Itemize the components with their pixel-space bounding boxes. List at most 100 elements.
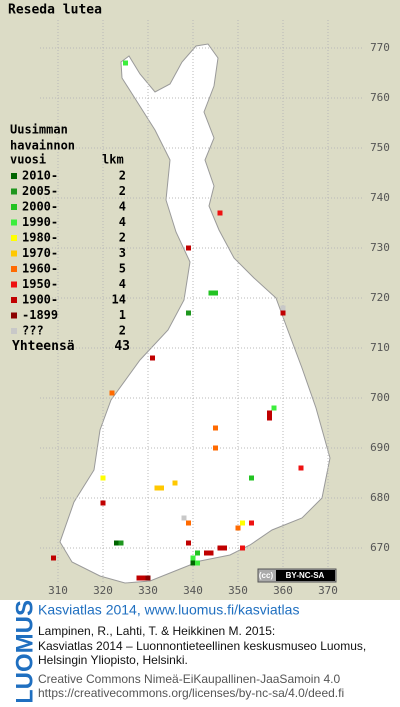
- occurrence-square: [100, 500, 106, 506]
- legend-label: 1990-: [22, 215, 58, 229]
- legend-count: 1: [119, 308, 126, 322]
- occurrence-square: [267, 415, 272, 421]
- occurrence-square: [195, 560, 200, 566]
- y-tick-label: 750: [370, 141, 390, 154]
- occurrence-square: [118, 540, 124, 546]
- occurrence-square: [267, 410, 272, 416]
- x-tick-label: 310: [48, 584, 68, 597]
- legend-swatch: [11, 297, 17, 303]
- legend-swatch: [11, 250, 17, 257]
- citation-line: Lampinen, R., Lahti, T. & Heikkinen M. 2…: [38, 624, 275, 638]
- occurrence-square: [217, 210, 223, 216]
- occurrence-square: [154, 485, 160, 491]
- occurrence-square: [109, 390, 115, 396]
- legend-label: 1970-: [22, 246, 58, 260]
- occurrence-square: [181, 515, 187, 521]
- legend-label: 1980-: [22, 231, 58, 245]
- cc-logo: (cc): [259, 571, 274, 580]
- occurrence-square: [208, 290, 214, 296]
- y-tick-label: 680: [370, 491, 390, 504]
- occurrence-square: [208, 550, 214, 556]
- occurrence-square: [298, 465, 304, 471]
- legend-count: 2: [119, 184, 126, 198]
- occurrence-square: [100, 475, 106, 481]
- occurrence-square: [145, 575, 151, 581]
- occurrence-square: [141, 575, 146, 581]
- license-code: BY-NC-SA: [286, 571, 325, 580]
- legend-swatch: [11, 173, 17, 179]
- legend-header: Uusimman: [10, 123, 68, 137]
- occurrence-square: [249, 520, 254, 526]
- legend-count: 4: [119, 200, 126, 214]
- occurrence-square: [271, 405, 277, 411]
- headline: Kasviatlas 2014, www.luomus.fi/kasviatla…: [38, 602, 299, 618]
- legend-swatch: [11, 204, 17, 210]
- legend-count: 4: [119, 215, 126, 229]
- legend-count: 5: [119, 262, 126, 276]
- occurrence-square: [136, 575, 142, 581]
- license-line: Creative Commons Nimeä-EiKaupallinen-Jaa…: [38, 672, 340, 686]
- legend-header: lkm: [102, 153, 124, 167]
- occurrence-square: [213, 290, 218, 296]
- y-tick-label: 730: [370, 241, 390, 254]
- legend-label: 2005-: [22, 184, 58, 198]
- x-tick-label: 370: [318, 584, 338, 597]
- legend-label: 1950-: [22, 277, 58, 291]
- x-tick-label: 360: [273, 584, 293, 597]
- map-title: Reseda lutea: [8, 3, 102, 18]
- occurrence-square: [123, 60, 128, 66]
- occurrence-square: [235, 525, 241, 531]
- y-tick-label: 770: [370, 41, 390, 54]
- occurrence-square: [186, 540, 191, 546]
- legend-swatch: [11, 312, 17, 319]
- occurrence-square: [186, 520, 191, 526]
- brand-logo: LUOMUS: [11, 600, 38, 702]
- legend-count: 2: [119, 324, 126, 338]
- occurrence-square: [213, 445, 218, 451]
- legend-label: 2010-: [22, 169, 58, 183]
- occurrence-square: [159, 485, 164, 491]
- y-tick-label: 690: [370, 441, 390, 454]
- legend-label: ???: [22, 324, 44, 338]
- x-tick-label: 340: [183, 584, 203, 597]
- legend-count: 14: [112, 293, 126, 307]
- license-line: https://creativecommons.org/licenses/by-…: [38, 686, 344, 700]
- y-tick-label: 740: [370, 191, 390, 204]
- citation-line: Kasviatlas 2014 – Luonnontieteellinen ke…: [38, 639, 366, 653]
- legend-swatch: [11, 281, 17, 288]
- legend-swatch: [11, 266, 17, 272]
- occurrence-square: [280, 310, 286, 316]
- y-tick-label: 710: [370, 341, 390, 354]
- legend-label: -1899: [22, 308, 58, 322]
- legend-label: 1900-: [22, 293, 58, 307]
- occurrence-square: [222, 545, 227, 551]
- license-badge: (cc) BY-NC-SA: [257, 568, 337, 583]
- occurrence-square: [172, 480, 178, 486]
- occurrence-square: [217, 545, 223, 551]
- legend-swatch: [11, 188, 17, 195]
- y-tick-label: 700: [370, 391, 390, 404]
- legend-swatch: [11, 235, 17, 241]
- license-badge-dark: [276, 570, 335, 581]
- occurrence-square: [204, 550, 209, 556]
- grid: [40, 20, 362, 582]
- occurrence-square: [51, 555, 56, 561]
- occurrence-square: [249, 475, 254, 481]
- x-tick-label: 350: [228, 584, 248, 597]
- legend-count: 4: [119, 277, 126, 291]
- occurrence-squares: [51, 60, 304, 581]
- legend-label: 1960-: [22, 262, 58, 276]
- citation-line: Helsingin Yliopisto, Helsinki.: [38, 653, 188, 667]
- occurrence-square: [186, 310, 191, 316]
- occurrence-square: [280, 305, 286, 311]
- occurrence-square: [150, 355, 155, 361]
- legend-count: 2: [119, 169, 126, 183]
- occurrence-square: [240, 545, 245, 551]
- legend-header: havainnon: [10, 139, 75, 153]
- y-tick-label: 670: [370, 541, 390, 554]
- legend-count: 2: [119, 231, 126, 245]
- occurrence-square: [213, 425, 218, 431]
